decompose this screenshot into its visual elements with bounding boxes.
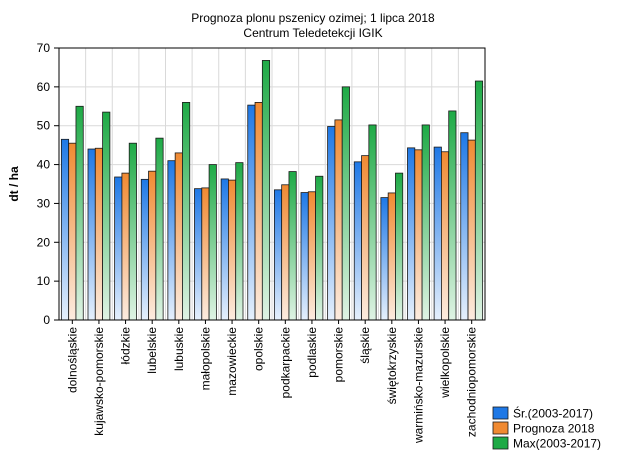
category-label: lubelskie xyxy=(145,327,159,374)
bar-forecast xyxy=(467,139,476,321)
bar-avg xyxy=(380,197,389,321)
category-label: lubuskie xyxy=(172,327,186,371)
bar-avg xyxy=(194,188,203,321)
bar-forecast xyxy=(441,151,450,321)
bar-forecast xyxy=(281,184,290,321)
chart-subtitle: Centrum Teledetekcji IGIK xyxy=(243,26,382,40)
category-label: małopolskie xyxy=(198,327,212,391)
bar-max xyxy=(261,60,271,321)
bar-avg xyxy=(273,189,283,321)
bar-max xyxy=(182,102,191,321)
bar-max xyxy=(421,124,430,321)
bar-avg xyxy=(114,176,123,321)
bar-max xyxy=(288,171,297,321)
category-label: warmińsko-mazurskie xyxy=(411,327,425,444)
category-label: mazowieckie xyxy=(225,327,239,396)
y-tick-label: 40 xyxy=(37,158,51,172)
bars xyxy=(60,60,484,321)
bar-max xyxy=(102,111,111,321)
bar-max xyxy=(128,142,137,321)
legend-swatch xyxy=(492,436,509,450)
category-label: podkarpackie xyxy=(278,327,292,399)
bar-avg xyxy=(327,126,336,321)
legend-entry: Prognoza 2018 xyxy=(513,422,595,436)
bar-max xyxy=(235,162,244,321)
legend: Śr.(2003-2017)Prognoza 2018Max(2003-2017… xyxy=(492,406,601,451)
bar-avg xyxy=(60,138,70,321)
bar-max xyxy=(474,80,484,321)
bar-avg xyxy=(87,148,96,321)
plot-frame xyxy=(58,47,486,321)
axes xyxy=(58,47,486,321)
bar-max xyxy=(448,110,457,321)
bar-max xyxy=(208,164,217,321)
bar-avg xyxy=(407,147,416,321)
bar-forecast xyxy=(361,155,370,321)
y-ticks: 0 10 20 30 40 50 60 70 xyxy=(37,41,59,327)
y-tick-label: 20 xyxy=(37,235,51,249)
legend-swatch xyxy=(492,406,509,420)
bar-forecast xyxy=(148,170,157,321)
y-tick-label: 30 xyxy=(37,196,51,210)
bar-max xyxy=(368,124,377,321)
category-label: opolskie xyxy=(252,327,266,371)
bar-forecast xyxy=(201,187,210,321)
y-tick-label: 50 xyxy=(37,119,51,133)
bar-forecast xyxy=(387,192,396,321)
bar-forecast xyxy=(334,119,343,321)
bar-avg xyxy=(353,161,362,321)
grid xyxy=(59,47,485,320)
bar-avg xyxy=(460,132,469,321)
category-label: zachodniopomorskie xyxy=(465,327,479,437)
legend-swatch xyxy=(492,421,509,435)
y-axis-label: dt / ha xyxy=(7,166,21,202)
bar-forecast xyxy=(228,179,237,321)
chart-title: Prognoza plonu pszenicy ozimej; 1 lipca … xyxy=(191,11,435,25)
bar-avg xyxy=(433,146,442,321)
bar-forecast xyxy=(94,147,103,321)
category-label: podlaskie xyxy=(305,327,319,378)
bar-forecast xyxy=(174,152,183,321)
y-tick-label: 70 xyxy=(37,41,51,55)
bar-forecast xyxy=(254,102,263,321)
bar-forecast xyxy=(414,149,423,321)
category-label: świętokrzyskie xyxy=(385,327,399,405)
bar-avg xyxy=(220,178,229,321)
category-label: pomorskie xyxy=(332,327,346,383)
bar-forecast xyxy=(121,172,130,321)
bar-max xyxy=(155,137,164,321)
bar-max xyxy=(395,172,404,321)
y-tick-label: 10 xyxy=(37,274,51,288)
bar-forecast xyxy=(307,191,316,321)
category-label: dolnośląskie xyxy=(65,327,79,393)
category-label: kujawsko-pomorskie xyxy=(92,327,106,436)
bar-avg xyxy=(300,192,309,321)
category-label: śląskie xyxy=(358,327,372,364)
y-tick-label: 0 xyxy=(43,313,50,327)
y-tick-label: 60 xyxy=(37,80,51,94)
bar-forecast xyxy=(68,142,77,321)
x-category-labels: dolnośląskie kujawsko-pomorskie łódzkie lub… xyxy=(65,320,479,444)
category-label: łódzkie xyxy=(119,327,133,365)
bar-avg xyxy=(247,104,256,321)
bar-avg xyxy=(167,160,176,321)
legend-entry: Max(2003-2017) xyxy=(513,437,601,451)
bar-avg xyxy=(140,178,149,321)
legend-entry: Śr.(2003-2017) xyxy=(513,406,593,421)
bar-max xyxy=(315,175,324,321)
bar-max xyxy=(75,105,84,321)
category-label: wielkopolskie xyxy=(438,327,452,399)
bar-max xyxy=(341,86,350,321)
